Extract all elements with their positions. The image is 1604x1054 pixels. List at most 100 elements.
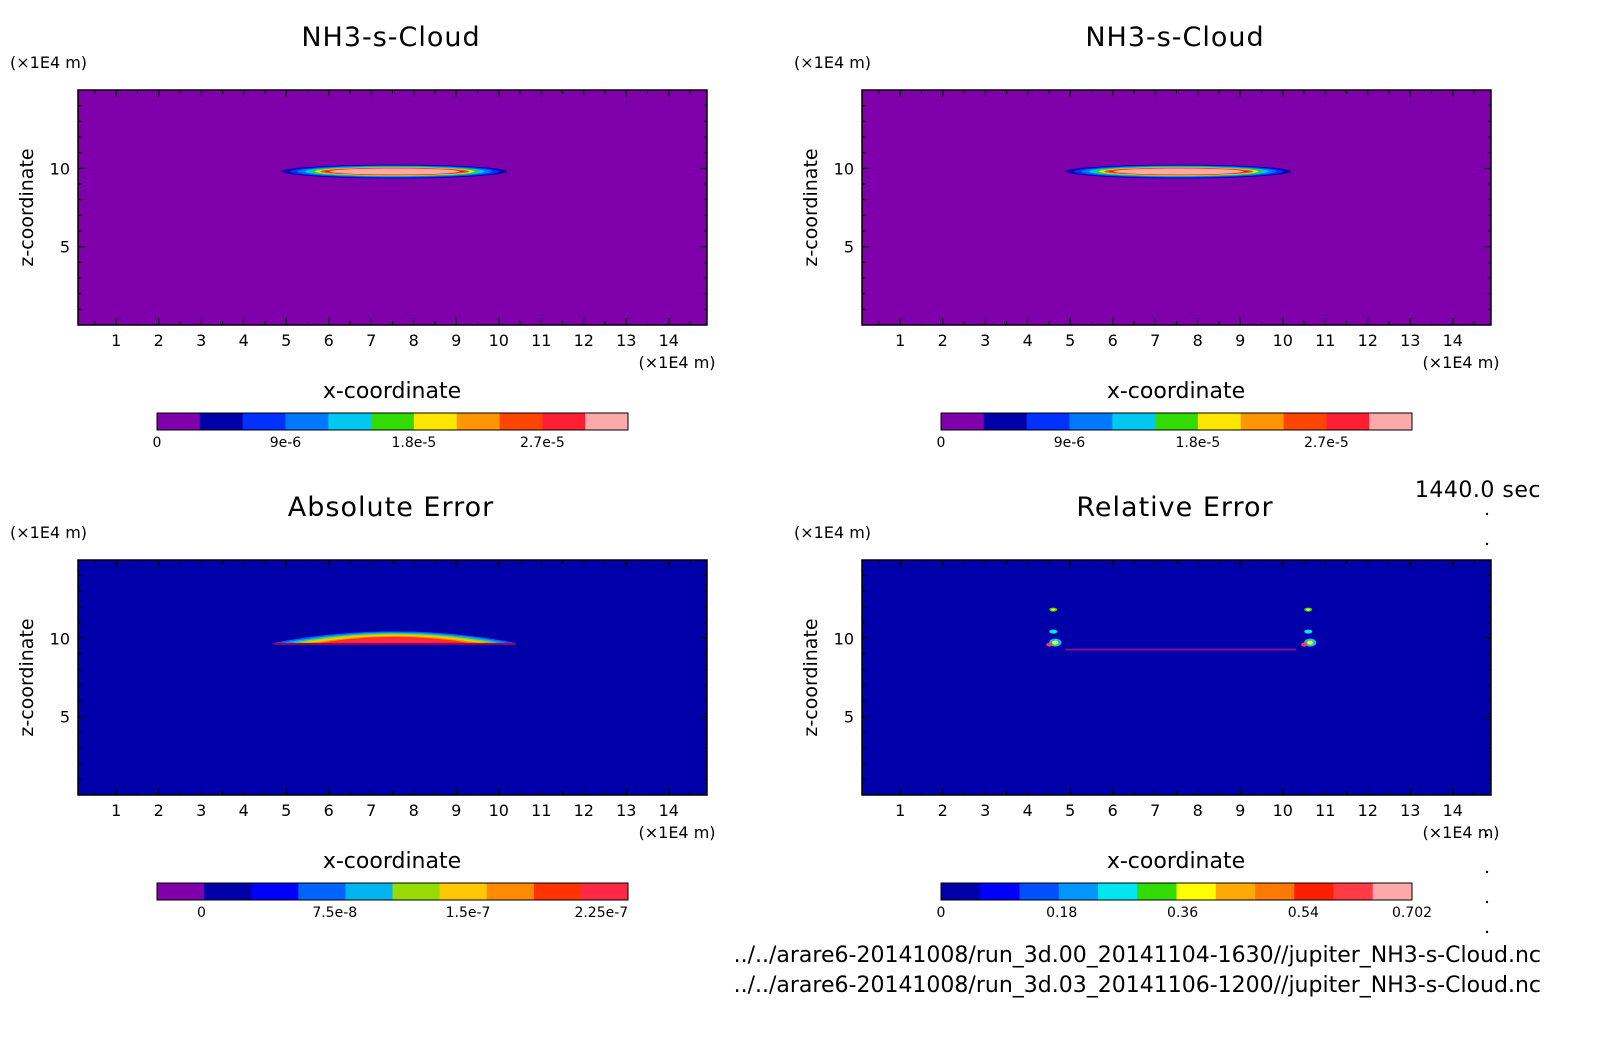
colorbar-segment xyxy=(580,883,629,900)
x-tick-label: 12 xyxy=(574,331,594,350)
colorbar-segment xyxy=(1333,883,1374,900)
x-axis: 1 2 3 4 5 6 7 8 9 10 11 12 13 14 xyxy=(94,560,691,820)
chart-panel-3: Absolute Error(×1E4 m)1 2 3 4 5 6 7 8 9 10 11 12 13 1… xyxy=(10,492,716,874)
x-tick-label: 5 xyxy=(281,331,291,350)
colorbar-tick-label: 2.7e-5 xyxy=(520,435,565,451)
colorbar-segment xyxy=(242,413,286,430)
colorbar-segment xyxy=(1098,883,1138,900)
colorbar-tick-label: 1.5e-7 xyxy=(446,905,491,921)
y-tick-label: 10 xyxy=(50,159,70,178)
x-axis-label: x-coordinate xyxy=(323,849,461,874)
colorbar-segment xyxy=(157,413,201,430)
x-tick-label: 1 xyxy=(895,331,905,350)
time-label: 1440.0 sec xyxy=(1414,478,1541,503)
file-path-1: ../../arare6-20141008/run_3d.00_20141104… xyxy=(733,943,1541,968)
colorbar-frame xyxy=(156,882,629,901)
x-tick-label: 2 xyxy=(154,331,164,350)
colorbar-tick-label: 0 xyxy=(197,905,206,921)
dot xyxy=(1485,870,1489,874)
x-tick-label: 10 xyxy=(1273,331,1293,350)
x-tick-label: 4 xyxy=(1023,801,1033,820)
colorbar-segment xyxy=(1112,413,1156,430)
colorbar-tick-label: 9e-6 xyxy=(1054,435,1086,451)
y-tick-label: 10 xyxy=(834,159,854,178)
x-tick-label: 9 xyxy=(451,331,461,350)
colorbar-4: 0 0.18 0.36 0.54 0.702 xyxy=(937,882,1432,921)
error-spot xyxy=(1049,629,1058,634)
contour-band-8 xyxy=(1113,168,1244,175)
x-tick-label: 14 xyxy=(659,801,679,820)
colorbar-segment xyxy=(1294,883,1334,900)
colorbar-tick-label: 0 xyxy=(937,905,946,921)
y-unit-label: (×1E4 m) xyxy=(10,53,87,72)
error-spot xyxy=(1052,640,1059,645)
margin-dots xyxy=(1485,512,1489,934)
colorbar-tick-label: 0.702 xyxy=(1392,905,1432,921)
x-axis: 1 2 3 4 5 6 7 8 9 10 11 12 13 14 xyxy=(94,90,691,350)
colorbar-segment xyxy=(345,883,393,900)
colorbar-segment xyxy=(585,413,629,430)
x-tick-label: 10 xyxy=(489,801,509,820)
y-tick-label: 5 xyxy=(844,238,854,257)
x-tick-label: 13 xyxy=(1400,331,1420,350)
colorbar-tick-label: 2.7e-5 xyxy=(1304,435,1349,451)
colorbar-segment xyxy=(1137,883,1177,900)
colorbar-segment xyxy=(371,413,415,430)
y-axis: 5 10 xyxy=(834,575,1491,780)
x-tick-label: 4 xyxy=(239,331,249,350)
x-tick-label: 9 xyxy=(1235,801,1245,820)
colorbar-segment xyxy=(298,883,346,900)
x-axis-label: x-coordinate xyxy=(1107,379,1245,404)
colorbar-3: 0 7.5e-8 1.5e-7 2.25e-7 xyxy=(156,882,629,921)
colorbar-segment xyxy=(157,883,205,900)
colorbar-segment xyxy=(486,883,535,900)
x-tick-label: 2 xyxy=(938,801,948,820)
colorbar-segment xyxy=(199,413,244,430)
x-tick-label: 12 xyxy=(1358,331,1378,350)
colorbar-frame xyxy=(156,412,629,431)
error-spot xyxy=(1306,608,1311,611)
chart-title: NH3-s-Cloud xyxy=(1085,22,1264,53)
x-tick-label: 6 xyxy=(324,331,334,350)
colorbar-segment xyxy=(1255,883,1295,900)
y-unit-label: (×1E4 m) xyxy=(10,523,87,542)
y-axis-label: z-coordinate xyxy=(800,148,822,266)
colorbar-tick-label: 0 xyxy=(153,435,162,451)
x-axis: 1 2 3 4 5 6 7 8 9 10 11 12 13 14 xyxy=(878,90,1475,350)
data-feature xyxy=(282,164,508,179)
x-tick-label: 11 xyxy=(1315,801,1335,820)
data-feature xyxy=(273,631,516,645)
x-tick-label: 6 xyxy=(1108,801,1118,820)
colorbar-frame xyxy=(940,412,1413,431)
colorbar-tick-label: 7.5e-8 xyxy=(312,905,357,921)
error-spot xyxy=(1051,608,1056,611)
x-tick-label: 3 xyxy=(980,331,990,350)
chart-title: NH3-s-Cloud xyxy=(301,22,480,53)
x-tick-label: 4 xyxy=(1023,331,1033,350)
plot-area xyxy=(78,560,707,795)
contour-band-6 xyxy=(329,637,460,643)
colorbar-2: 0 9e-6 1.8e-5 2.7e-5 xyxy=(937,412,1413,451)
dot xyxy=(1485,930,1489,934)
x-tick-label: 10 xyxy=(1273,801,1293,820)
x-tick-label: 1 xyxy=(111,801,121,820)
y-tick-label: 10 xyxy=(50,629,70,648)
y-axis-label: z-coordinate xyxy=(800,618,822,736)
colorbar-segment xyxy=(1240,413,1285,430)
x-tick-label: 5 xyxy=(1065,331,1075,350)
colorbar-1: 0 9e-6 1.8e-5 2.7e-5 xyxy=(153,412,629,451)
colorbar-frame xyxy=(940,882,1413,901)
dot xyxy=(1485,512,1489,516)
colorbar-segment xyxy=(439,883,488,900)
colorbar-segment xyxy=(1019,883,1060,900)
colorbar-segment xyxy=(392,883,441,900)
colorbar-segment xyxy=(542,413,586,430)
x-tick-label: 11 xyxy=(531,331,551,350)
colorbar-segment xyxy=(328,413,372,430)
y-tick-label: 10 xyxy=(834,629,854,648)
colorbar-segment xyxy=(1326,413,1370,430)
x-tick-label: 14 xyxy=(1443,331,1463,350)
x-tick-label: 7 xyxy=(1150,331,1160,350)
x-tick-label: 7 xyxy=(1150,801,1160,820)
